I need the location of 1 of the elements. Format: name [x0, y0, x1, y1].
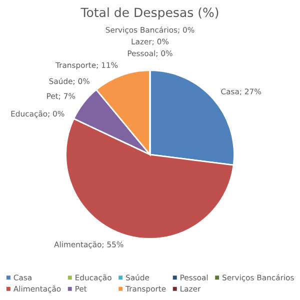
- chart-title: Total de Despesas (%): [80, 7, 218, 20]
